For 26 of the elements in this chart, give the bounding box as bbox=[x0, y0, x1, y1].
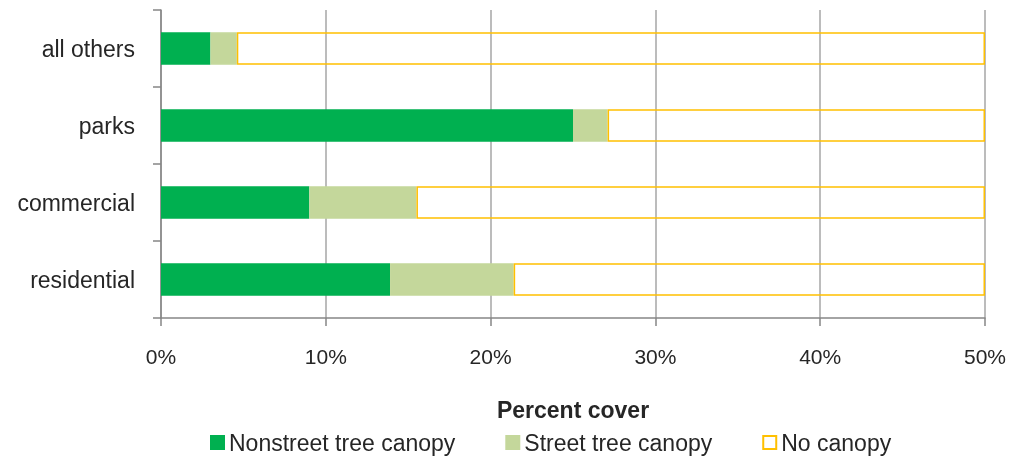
bar bbox=[309, 186, 417, 219]
x-tick-label: 20% bbox=[469, 345, 512, 368]
x-axis-title: Percent cover bbox=[496, 396, 650, 423]
bar bbox=[416, 186, 985, 219]
bar bbox=[161, 32, 211, 65]
bar bbox=[210, 32, 237, 65]
legend-label: Nonstreet tree canopy bbox=[229, 429, 456, 456]
bar bbox=[161, 263, 391, 296]
bar bbox=[161, 186, 310, 219]
x-tick-label: 40% bbox=[799, 345, 842, 368]
y-tick-label: residential bbox=[30, 266, 135, 293]
legend-label: No canopy bbox=[781, 429, 892, 456]
x-tick-label: 50% bbox=[963, 345, 1007, 368]
y-tick-label: all others bbox=[41, 35, 135, 62]
bar bbox=[161, 109, 573, 142]
bar bbox=[573, 109, 608, 142]
bar bbox=[236, 32, 985, 65]
bar bbox=[607, 109, 985, 142]
x-tick-label: 0% bbox=[145, 345, 177, 368]
x-tick-label: 30% bbox=[634, 345, 677, 368]
legend-label: Street tree canopy bbox=[524, 429, 713, 456]
x-tick-label: 10% bbox=[304, 345, 347, 368]
y-tick-label: parks bbox=[78, 112, 135, 139]
bar bbox=[513, 263, 985, 296]
bar bbox=[390, 263, 514, 296]
y-tick-label: commercial bbox=[17, 189, 135, 216]
